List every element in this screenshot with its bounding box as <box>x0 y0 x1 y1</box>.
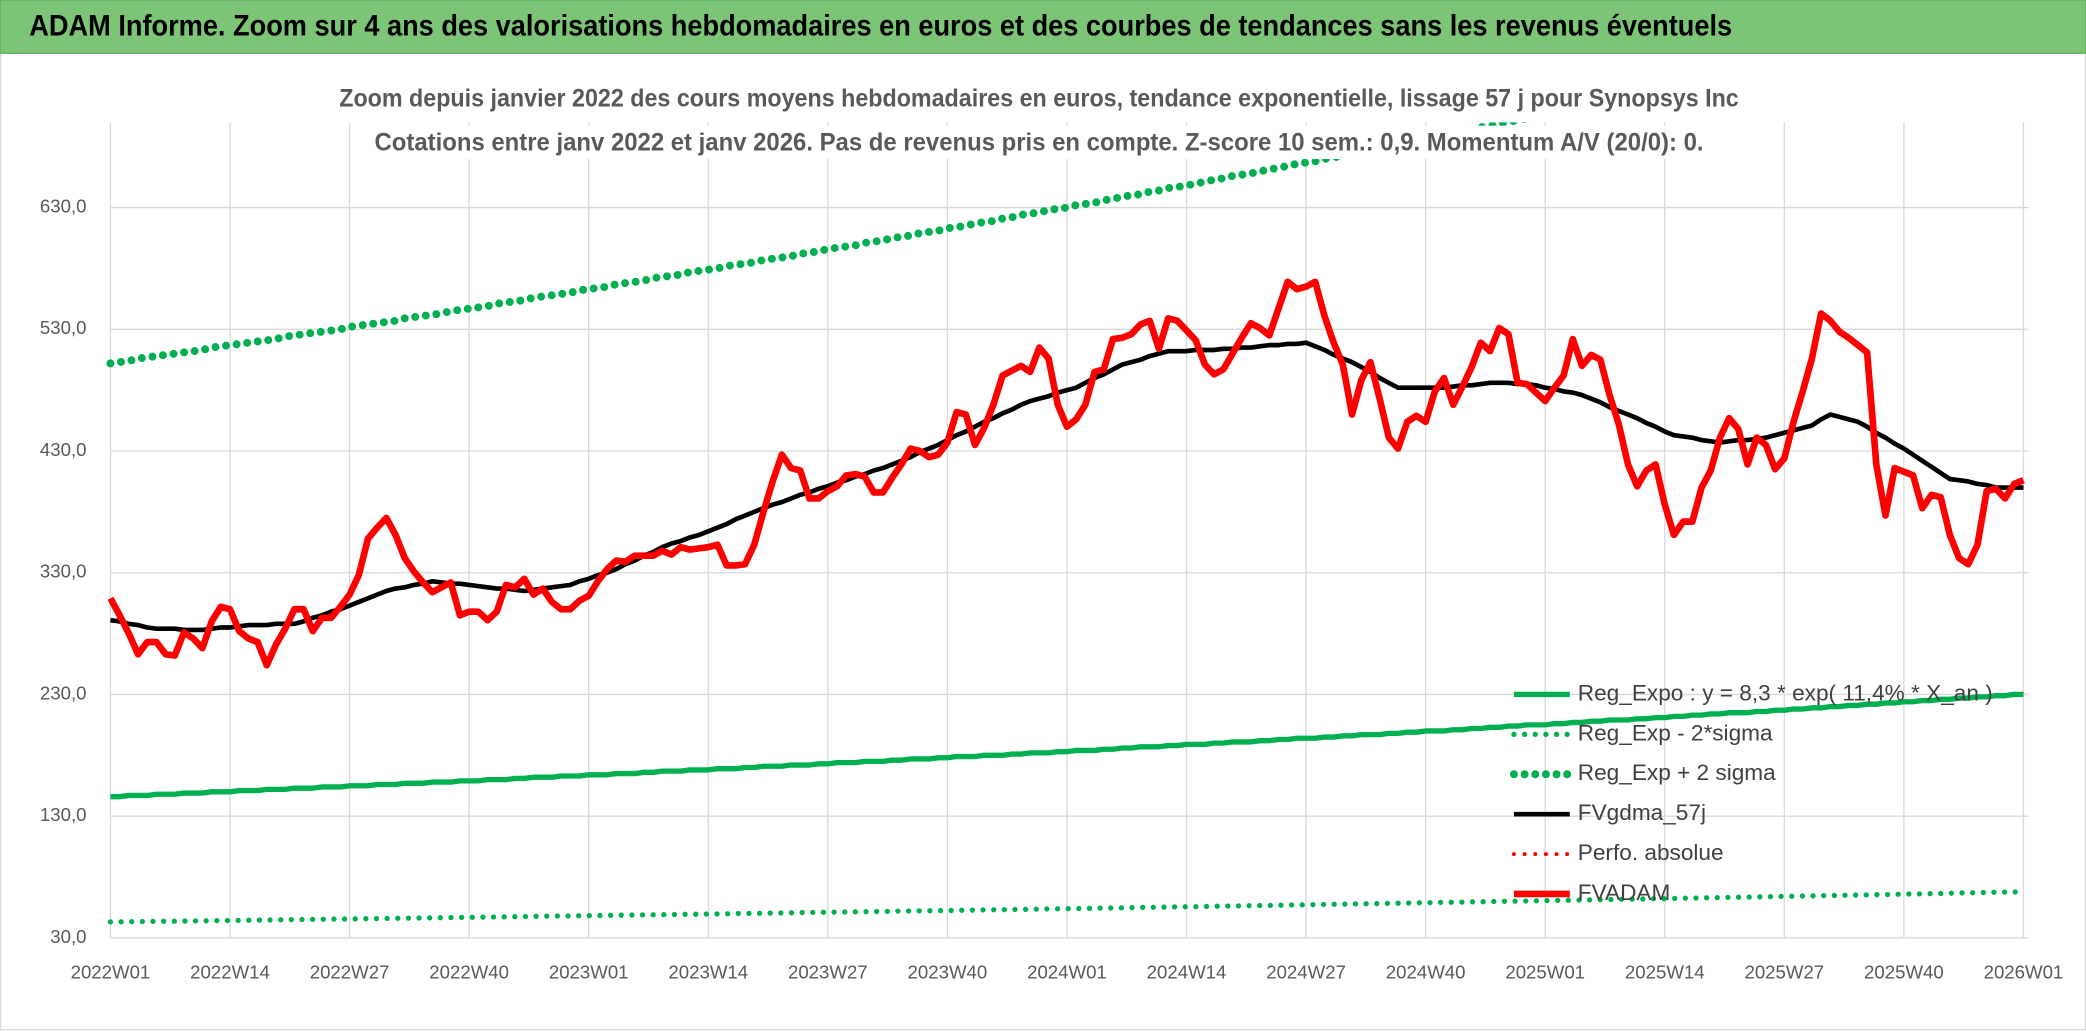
y-tick-label: 230,0 <box>40 682 87 703</box>
title-backdrop <box>369 125 1709 160</box>
legend-label: Reg_Exp + 2 sigma <box>1578 760 1776 785</box>
legend-label: FVADAM <box>1578 880 1671 905</box>
legend-label: FVgdma_57j <box>1578 800 1706 825</box>
x-tick-label: 2023W40 <box>908 962 988 983</box>
x-tick-label: 2022W01 <box>71 962 151 983</box>
grid: 30,0 130,0 230,0 330,0 430,0 530,0 630,0 2022W0… <box>40 122 2064 983</box>
legend-label: Perfo. absolue <box>1578 840 1724 865</box>
legend-label: Reg_Exp - 2*sigma <box>1578 720 1773 745</box>
chart-frame <box>0 52 2086 1031</box>
chart-subtitle: Cotations entre janv 2022 et janv 2026. … <box>375 128 1704 156</box>
x-tick-label: 2024W14 <box>1147 962 1227 983</box>
x-tick-label: 2023W27 <box>788 962 868 983</box>
series-line <box>110 691 2024 800</box>
x-tick-label: 2024W40 <box>1386 962 1466 983</box>
titles: Zoom depuis janvier 2022 des cours moyen… <box>333 81 1745 160</box>
x-tick-label: 2025W01 <box>1505 962 1585 983</box>
x-tick-label: 2023W14 <box>668 962 748 983</box>
legend: Reg_Expo : y = 8,3 * exp( 11,4% * X_an )… <box>1509 680 1993 905</box>
y-tick-label: 130,0 <box>40 804 87 825</box>
series-line <box>106 122 1529 368</box>
y-tick-label: 330,0 <box>40 561 87 582</box>
plot-area <box>106 122 2027 925</box>
x-tick-label: 2025W27 <box>1744 962 1824 983</box>
title-backdrop <box>333 81 1745 116</box>
x-tick-label: 2026W01 <box>1984 962 2064 983</box>
y-tick-label: 430,0 <box>40 439 87 460</box>
header-title: ADAM Informe. Zoom sur 4 ans des valoris… <box>29 11 1732 43</box>
chart-title: Zoom depuis janvier 2022 des cours moyen… <box>339 84 1738 112</box>
x-tick-label: 2025W40 <box>1864 962 1944 983</box>
y-tick-label: 630,0 <box>40 196 87 217</box>
x-tick-label: 2025W14 <box>1625 962 1705 983</box>
x-tick-label: 2023W01 <box>549 962 629 983</box>
y-tick-label: 530,0 <box>40 317 87 338</box>
x-tick-label: 2024W01 <box>1027 962 1107 983</box>
x-tick-label: 2022W27 <box>310 962 390 983</box>
series-line <box>107 278 2025 669</box>
x-tick-label: 2022W14 <box>190 962 270 983</box>
x-tick-label: 2022W40 <box>429 962 509 983</box>
series-line <box>110 340 2024 633</box>
header-bar <box>0 0 2086 54</box>
series-line <box>107 889 2027 925</box>
y-tick-label: 30,0 <box>50 926 86 947</box>
x-tick-label: 2024W27 <box>1266 962 1346 983</box>
legend-label: Reg_Expo : y = 8,3 * exp( 11,4% * X_an ) <box>1578 680 1993 705</box>
